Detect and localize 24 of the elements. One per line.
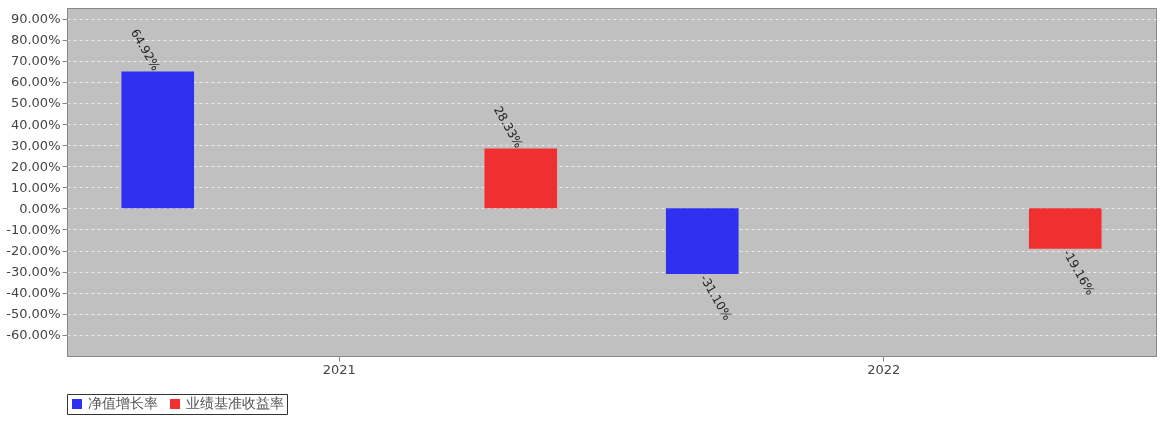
x-tick-label: 2021 <box>322 361 356 377</box>
y-tick-label: 30.00% <box>10 137 61 153</box>
y-tick-label: 40.00% <box>10 116 61 132</box>
bar <box>484 148 558 209</box>
y-tick-label: -60.00% <box>6 327 61 343</box>
y-tick-label: 90.00% <box>10 11 61 27</box>
y-tick-label: 20.00% <box>10 158 61 174</box>
legend-label: 净值增长率 <box>88 395 158 411</box>
y-tick-label: 70.00% <box>10 53 61 69</box>
y-tick-label: -10.00% <box>6 221 61 237</box>
bar <box>1028 208 1102 249</box>
y-tick-label: 80.00% <box>10 32 61 48</box>
y-tick-label: 50.00% <box>10 95 61 111</box>
y-tick-label: -30.00% <box>6 264 61 280</box>
y-tick-label: -20.00% <box>6 243 61 259</box>
x-tick-label: 2022 <box>867 361 901 377</box>
y-tick-label: 10.00% <box>10 179 61 195</box>
y-tick-label: 60.00% <box>10 74 61 90</box>
bar <box>121 71 195 209</box>
y-tick-label: -50.00% <box>6 306 61 322</box>
y-tick-label: 0.00% <box>19 200 61 216</box>
y-tick-label: -40.00% <box>6 285 61 301</box>
legend-label: 业绩基准收益率 <box>186 395 284 411</box>
bar <box>665 208 739 274</box>
